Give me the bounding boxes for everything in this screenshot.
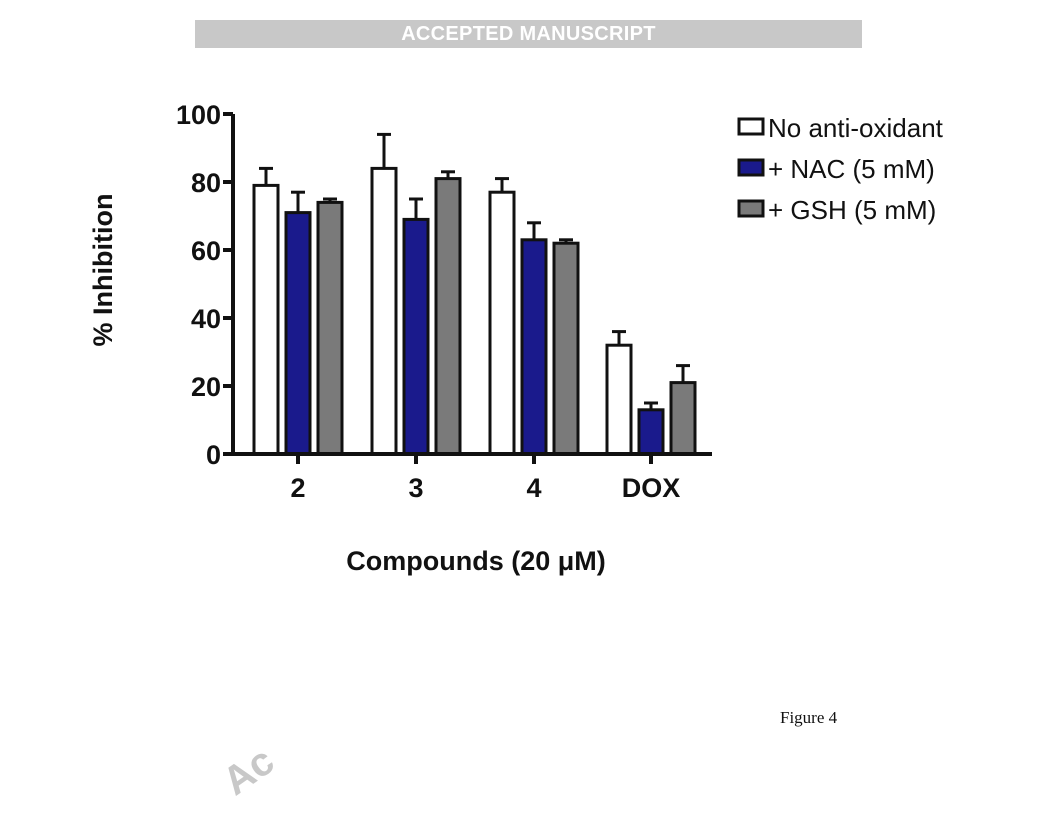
figure-caption: Figure 4: [780, 708, 838, 727]
y-axis-label: % Inhibition: [88, 194, 118, 347]
y-tick-label: 100: [176, 100, 221, 130]
bar: [316, 200, 344, 456]
bar: [252, 183, 280, 456]
bar: [370, 166, 398, 456]
bar: [669, 381, 697, 456]
bar: [552, 241, 580, 456]
legend-label: + NAC (5 mM): [768, 154, 935, 184]
bar: [605, 343, 633, 456]
bar: [434, 177, 462, 456]
legend-label: + GSH (5 mM): [768, 195, 936, 225]
y-tick-label: 60: [191, 236, 221, 266]
x-axis-label: Compounds (20 μM): [346, 546, 606, 576]
axes-layer: 0 20 40 60 80 100 2 3 4 DOX: [176, 100, 712, 503]
legend-swatch: [737, 117, 765, 136]
y-tick-label: 20: [191, 372, 221, 402]
bar: [637, 408, 665, 456]
legend-label: No anti-oxidant: [768, 113, 944, 143]
accepted-manuscript-banner: ACCEPTED MANUSCRIPT: [195, 20, 862, 48]
x-tick-label: 4: [526, 473, 541, 503]
y-tick-label: 80: [191, 168, 221, 198]
y-tick-label: 0: [206, 440, 221, 470]
x-tick-label: 3: [408, 473, 423, 503]
bar: [402, 217, 430, 456]
bars-layer: [252, 132, 697, 456]
legend-swatch: [737, 158, 765, 177]
legend: No anti-oxidant + NAC (5 mM) + GSH (5 mM): [737, 113, 944, 225]
x-tick-label: DOX: [622, 473, 681, 503]
bar: [284, 211, 312, 456]
bar: [488, 190, 516, 456]
x-tick-label: 2: [290, 473, 305, 503]
y-tick-label: 40: [191, 304, 221, 334]
legend-swatch: [737, 199, 765, 218]
bar: [520, 238, 548, 456]
